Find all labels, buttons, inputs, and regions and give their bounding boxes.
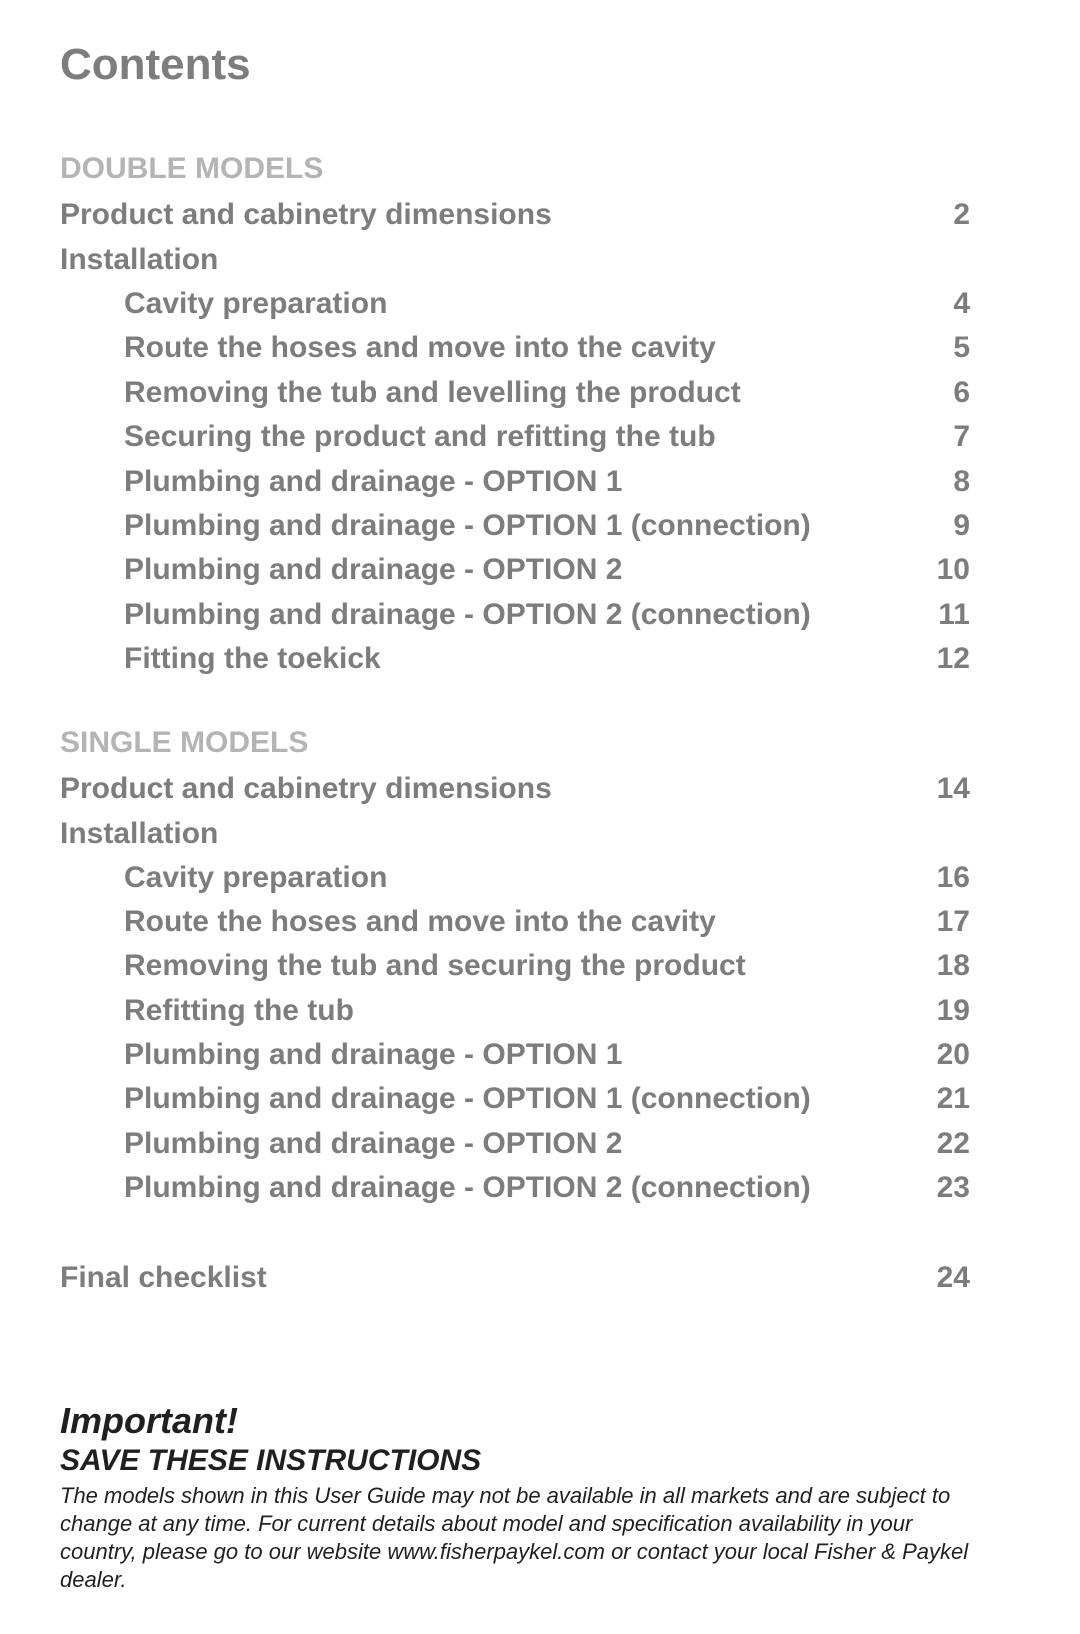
toc-entry-text: Cavity preparation [124, 856, 387, 900]
toc-entry-final: Final checklist 24 [60, 1255, 970, 1300]
toc-subentry: Removing the tub and levelling the produ… [60, 371, 970, 415]
section-label-single: SINGLE MODELS [60, 726, 970, 760]
toc-entry-page: 10 [920, 548, 970, 592]
toc-entry-text: Plumbing and drainage - OPTION 1 [124, 460, 622, 504]
toc-subentry: Route the hoses and move into the cavity… [60, 900, 970, 944]
toc-entry-text: Removing the tub and levelling the produ… [124, 371, 741, 415]
toc-subentry: Route the hoses and move into the cavity… [60, 326, 970, 370]
toc-entry-page: 24 [920, 1255, 970, 1300]
toc-subentry: Plumbing and drainage - OPTION 1 8 [60, 460, 970, 504]
toc-entry-text: Plumbing and drainage - OPTION 1 (connec… [124, 504, 811, 548]
toc-subentry: Plumbing and drainage - OPTION 2 22 [60, 1122, 970, 1166]
toc-entry-page: 20 [920, 1033, 970, 1077]
toc-subentry: Cavity preparation 4 [60, 282, 970, 326]
toc-entry-text: Removing the tub and securing the produc… [124, 944, 746, 988]
toc-entry-text: Installation [60, 811, 218, 856]
toc-entry-text: Plumbing and drainage - OPTION 2 (connec… [124, 593, 811, 637]
toc-entry-text: Product and cabinetry dimensions [60, 192, 552, 237]
toc-entry-text: Fitting the toekick [124, 637, 381, 681]
toc-entry-page: 23 [920, 1166, 970, 1210]
toc-entry-page: 2 [920, 192, 970, 237]
toc-entry-page: 18 [920, 944, 970, 988]
toc-entry-text: Refitting the tub [124, 989, 354, 1033]
important-block: Important! SAVE THESE INSTRUCTIONS The m… [60, 1400, 1020, 1595]
important-title: Important! [60, 1400, 1020, 1442]
toc-subentry: Plumbing and drainage - OPTION 2 (connec… [60, 1166, 970, 1210]
page-title: Contents [60, 40, 1020, 90]
toc-entry-text: Route the hoses and move into the cavity [124, 900, 716, 944]
toc-subentry: Securing the product and refitting the t… [60, 415, 970, 459]
toc-entry-text: Plumbing and drainage - OPTION 2 (connec… [124, 1166, 811, 1210]
toc-entry-page: 17 [920, 900, 970, 944]
toc-subentry: Refitting the tub 19 [60, 989, 970, 1033]
toc-entry-page: 9 [920, 504, 970, 548]
toc-entry-page: 4 [920, 282, 970, 326]
toc-entry-text: Plumbing and drainage - OPTION 2 [124, 548, 622, 592]
toc-entry-text: Plumbing and drainage - OPTION 1 [124, 1033, 622, 1077]
toc-entry-text: Plumbing and drainage - OPTION 1 (connec… [124, 1077, 811, 1121]
toc-entry-text: Route the hoses and move into the cavity [124, 326, 716, 370]
toc-entry-page: 5 [920, 326, 970, 370]
save-instructions-title: SAVE THESE INSTRUCTIONS [60, 1444, 1020, 1478]
toc-subentry: Cavity preparation 16 [60, 856, 970, 900]
toc-entry-page: 11 [920, 593, 970, 637]
toc-entry-page: 22 [920, 1122, 970, 1166]
toc-entry-text: Cavity preparation [124, 282, 387, 326]
toc-subentry: Plumbing and drainage - OPTION 2 10 [60, 548, 970, 592]
toc-entry-page: 12 [920, 637, 970, 681]
section-label-double: DOUBLE MODELS [60, 152, 970, 186]
toc-entry: Installation [60, 237, 970, 282]
toc-entry: Product and cabinetry dimensions 2 [60, 192, 970, 237]
toc-entry: Product and cabinetry dimensions 14 [60, 766, 970, 811]
toc-entry-text: Product and cabinetry dimensions [60, 766, 552, 811]
toc-entry-page: 7 [920, 415, 970, 459]
toc-subentry: Plumbing and drainage - OPTION 1 20 [60, 1033, 970, 1077]
toc-entry-text: Final checklist [60, 1255, 267, 1300]
toc-entry-page: 21 [920, 1077, 970, 1121]
toc-container: DOUBLE MODELS Product and cabinetry dime… [60, 152, 970, 1300]
toc-entry-page: 6 [920, 371, 970, 415]
toc-subentry: Plumbing and drainage - OPTION 1 (connec… [60, 504, 970, 548]
toc-entry-page: 14 [920, 766, 970, 811]
toc-entry-text: Securing the product and refitting the t… [124, 415, 716, 459]
toc-entry-text: Installation [60, 237, 218, 282]
toc-entry-page: 16 [920, 856, 970, 900]
toc-entry-page: 19 [920, 989, 970, 1033]
toc-entry-text: Plumbing and drainage - OPTION 2 [124, 1122, 622, 1166]
toc-entry-page: 8 [920, 460, 970, 504]
disclaimer-text: The models shown in this User Guide may … [60, 1482, 980, 1595]
toc-subentry: Fitting the toekick 12 [60, 637, 970, 681]
toc-subentry: Plumbing and drainage - OPTION 2 (connec… [60, 593, 970, 637]
toc-entry: Installation [60, 811, 970, 856]
toc-subentry: Removing the tub and securing the produc… [60, 944, 970, 988]
toc-subentry: Plumbing and drainage - OPTION 1 (connec… [60, 1077, 970, 1121]
